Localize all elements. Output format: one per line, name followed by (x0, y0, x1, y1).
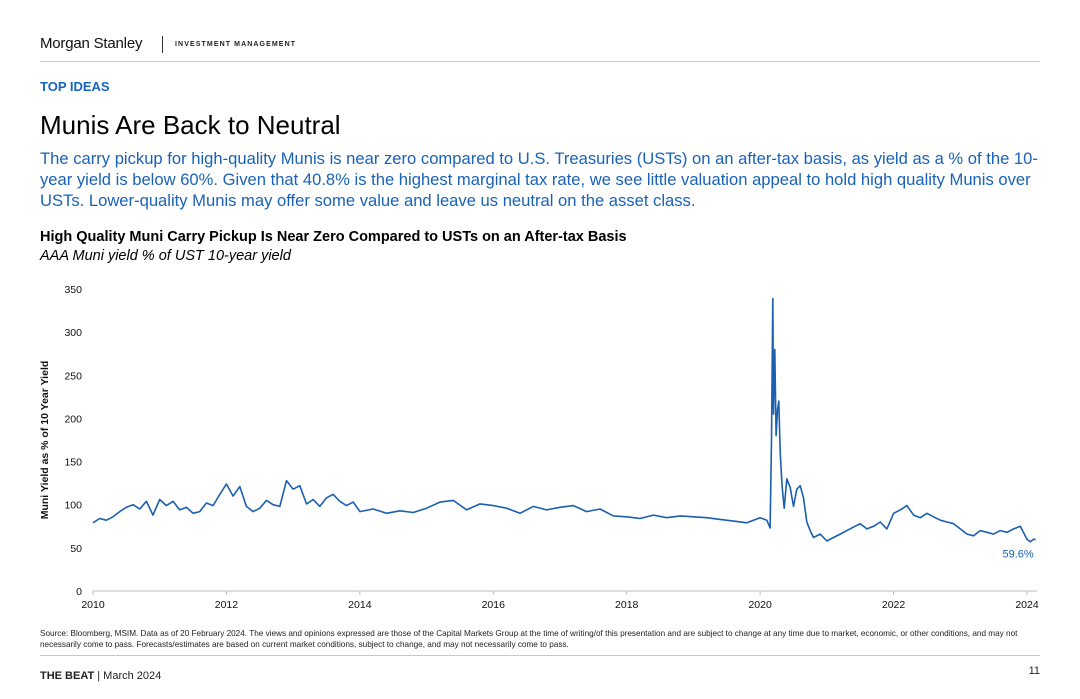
x-tick-label: 2018 (615, 599, 639, 611)
footer-publication: THE BEAT (40, 670, 95, 682)
header-rule (40, 61, 1040, 62)
y-axis-label: Muni Yield as % of 10 Year Yield (39, 361, 51, 520)
x-tick-label: 2014 (348, 599, 372, 611)
source-note: Source: Bloomberg, MSIM. Data as of 20 F… (40, 629, 1018, 649)
y-tick-label: 0 (76, 586, 82, 598)
footer-separator: | (94, 670, 104, 682)
line-chart: 0 50 100 150 200 250 300 350 2010 2012 2014 2016 201… (39, 284, 1039, 611)
x-tick-label: 2012 (215, 599, 239, 611)
lead-paragraph: The carry pickup for high-quality Munis … (40, 149, 1038, 210)
section-kicker: TOP IDEAS (40, 79, 110, 94)
y-tick-label: 300 (64, 327, 82, 339)
page-number: 11 (1028, 665, 1040, 677)
x-tick-label: 2020 (748, 599, 772, 611)
footer-date: March 2024 (103, 670, 162, 682)
y-tick-label: 200 (64, 413, 82, 425)
x-tick-label: 2022 (882, 599, 906, 611)
y-tick-label: 350 (64, 284, 82, 296)
y-tick-label: 150 (64, 457, 82, 469)
end-value-label: 59.6% (1002, 549, 1033, 561)
page-title: Munis Are Back to Neutral (40, 110, 341, 140)
footer: THE BEAT | March 2024 (40, 670, 161, 682)
brand-divider (162, 36, 163, 53)
y-tick-label: 100 (64, 500, 82, 512)
footer-rule (40, 655, 1040, 656)
chart-subtitle: AAA Muni yield % of UST 10-year yield (40, 248, 291, 264)
brand-subtitle: INVESTMENT MANAGEMENT (175, 41, 297, 48)
chart: 0 50 100 150 200 250 300 350 2010 2012 2014 2016 201… (0, 270, 1080, 625)
chart-title: High Quality Muni Carry Pickup Is Near Z… (40, 229, 627, 245)
x-tick-label: 2024 (1015, 599, 1039, 611)
y-tick-label: 250 (64, 370, 82, 382)
series-line (92, 297, 1036, 543)
x-tick-label: 2016 (482, 599, 506, 611)
x-tick-label: 2010 (81, 599, 105, 611)
brand-logo: Morgan Stanley (40, 35, 143, 52)
y-tick-label: 50 (70, 543, 82, 555)
